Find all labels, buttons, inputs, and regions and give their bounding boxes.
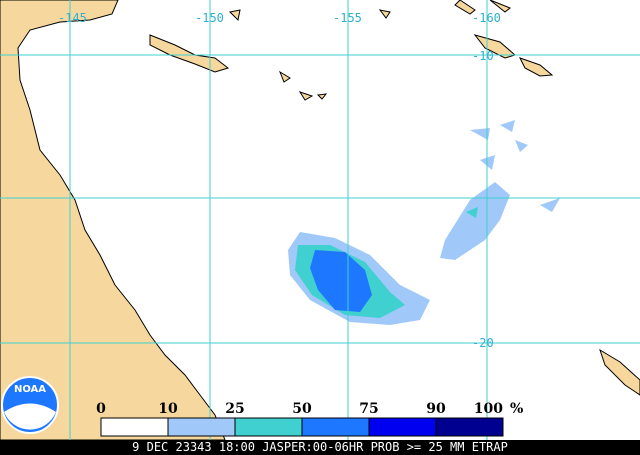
legend-label: 0: [96, 401, 106, 417]
legend-swatch: [100, 417, 169, 437]
legend-label: 100: [474, 401, 503, 417]
legend-label: 50: [292, 401, 312, 417]
land: [0, 0, 640, 441]
legend-swatch: [234, 417, 303, 437]
legend-label: 25: [225, 401, 244, 417]
legend-label: 90: [426, 401, 446, 417]
legend-swatch: [301, 417, 370, 437]
legend-swatch: [435, 417, 504, 437]
logo-text: NOAA: [14, 384, 46, 395]
caption-bar: [0, 440, 640, 455]
lat-label: -10: [472, 49, 494, 63]
lat-label: -20: [472, 336, 494, 350]
legend-swatch: [368, 417, 437, 437]
lon-label: -150: [195, 11, 224, 25]
precipitation: [288, 120, 560, 325]
logo-wave: [4, 403, 56, 430]
legend-label: 75: [359, 401, 378, 417]
legend-swatch: [167, 417, 236, 437]
legend-unit: %: [510, 401, 523, 417]
noaa-logo: NOAA: [1, 376, 59, 434]
lon-label: -145: [58, 11, 87, 25]
lon-label: -160: [472, 11, 501, 25]
legend: 0 10 25 50 75 90 100%: [96, 401, 523, 437]
legend-label: 10: [158, 401, 178, 417]
caption: 9 DEC 23343 18:00 JASPER:00-06HR PROB >=…: [132, 440, 508, 454]
lon-label: -155: [333, 11, 362, 25]
graticule: [0, 0, 640, 440]
